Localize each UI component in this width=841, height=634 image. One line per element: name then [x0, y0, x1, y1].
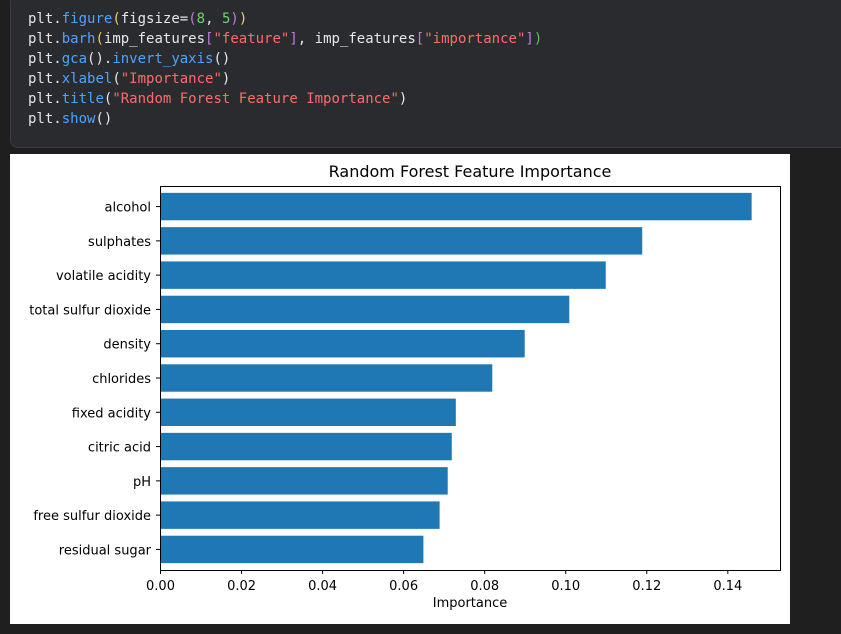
code-token: title — [61, 91, 104, 107]
code-token: () — [213, 51, 231, 67]
code-token: "Random Forest Feature Importance" — [112, 91, 399, 107]
y-tick-label: sulphates — [88, 235, 151, 250]
x-tick-label: 0.00 — [146, 579, 175, 594]
bar-chlorides — [160, 364, 493, 392]
code-token: () — [87, 51, 104, 67]
code-token: imp_features — [314, 31, 416, 47]
code-token: plt — [28, 71, 54, 87]
code-token: "feature" — [213, 31, 290, 47]
x-tick-label: 0.14 — [713, 579, 742, 594]
code-token: "importance" — [424, 31, 526, 47]
x-tick-label: 0.10 — [551, 579, 580, 594]
code-token: 8 — [196, 11, 206, 27]
code-token: . — [103, 51, 113, 67]
code-token: ) — [398, 91, 408, 107]
bar-ph — [160, 467, 448, 495]
bar-alcohol — [160, 192, 752, 221]
code-token: . — [53, 111, 62, 127]
bar-total-sulfur-dioxide — [160, 295, 570, 324]
code-token: . — [53, 11, 62, 27]
x-tick-label: 0.04 — [308, 579, 337, 594]
x-tick-label: 0.12 — [632, 579, 661, 594]
code-token: figsize — [120, 11, 180, 27]
code-token: invert_yaxis — [112, 51, 214, 67]
code-token: plt — [28, 31, 54, 47]
x-tick-label: 0.08 — [470, 579, 499, 594]
code-editor[interactable]: plt.figure(figsize=(8, 5)) plt.barh(imp_f… — [28, 9, 542, 129]
bar-chart: Random Forest Feature Importance alcohol… — [29, 162, 781, 611]
code-token: ( — [95, 31, 104, 47]
code-line: plt.figure(figsize=(8, 5)) — [28, 9, 542, 29]
code-line: plt.show() — [28, 109, 542, 129]
bar-volatile-acidity — [160, 261, 606, 289]
code-token: ( — [188, 11, 197, 27]
bar-residual-sugar — [160, 535, 424, 564]
code-token: ) — [221, 71, 231, 87]
axes-frame — [160, 186, 781, 571]
y-tick-label: chlorides — [92, 372, 151, 387]
code-token: = — [179, 11, 189, 27]
code-token: . — [53, 71, 62, 87]
code-token: [ — [415, 31, 425, 47]
x-axis-label: Importance — [433, 596, 508, 611]
bar-free-sulfur-dioxide — [160, 501, 440, 529]
code-token: ) — [533, 31, 543, 47]
chart-title: Random Forest Feature Importance — [329, 162, 612, 181]
code-line: plt.gca().invert_yaxis() — [28, 49, 542, 69]
y-tick-label: volatile acidity — [56, 269, 151, 284]
bar-sulphates — [160, 227, 643, 255]
code-token: ) — [230, 11, 239, 27]
code-token: 5 — [221, 11, 231, 27]
y-tick-label: residual sugar — [59, 543, 152, 558]
bar-fixed-acidity — [160, 398, 456, 426]
code-token: figure — [61, 11, 113, 27]
code-line: plt.barh(imp_features["feature"], imp_fe… — [28, 29, 542, 49]
y-tick-label: pH — [133, 475, 151, 490]
y-tick-label: total sulfur dioxide — [29, 303, 151, 318]
code-line: plt.xlabel("Importance") — [28, 69, 542, 89]
code-token: plt — [28, 11, 54, 27]
code-token: plt — [28, 111, 54, 127]
code-token: imp_features — [103, 31, 206, 47]
code-token: ] — [289, 31, 298, 47]
code-token: , — [205, 11, 222, 27]
code-token: . — [53, 91, 62, 107]
x-tick-label: 0.02 — [227, 579, 256, 594]
code-line: plt.title("Random Forest Feature Importa… — [28, 89, 542, 109]
code-token: barh — [61, 31, 96, 47]
code-token: . — [53, 31, 62, 47]
y-tick-label: alcohol — [105, 201, 151, 216]
code-token: xlabel — [61, 71, 113, 87]
y-tick-label: density — [103, 338, 151, 353]
code-cell[interactable]: plt.figure(figsize=(8, 5)) plt.barh(imp_f… — [10, 0, 841, 148]
code-token: show — [61, 111, 96, 127]
x-tick-label: 0.06 — [389, 579, 418, 594]
code-token: . — [53, 51, 62, 67]
code-token: ) — [238, 11, 248, 27]
code-token: ( — [112, 71, 121, 87]
output-area: Random Forest Feature Importance alcohol… — [10, 154, 790, 624]
y-tick-label: citric acid — [88, 441, 151, 456]
y-tick-label: free sulfur dioxide — [33, 509, 151, 524]
bar-citric-acid — [160, 432, 452, 461]
bar-density — [160, 330, 525, 358]
code-token: "Importance" — [120, 71, 222, 87]
code-token: ] — [525, 31, 534, 47]
code-token: [ — [205, 31, 214, 47]
code-token: , — [297, 31, 315, 47]
code-token: plt — [28, 91, 54, 107]
code-token: gca — [61, 51, 88, 67]
y-tick-label: fixed acidity — [72, 406, 152, 421]
code-token: ( — [103, 91, 113, 107]
code-token: plt — [28, 51, 54, 67]
code-token: ( — [112, 11, 121, 27]
code-token: () — [95, 111, 113, 127]
